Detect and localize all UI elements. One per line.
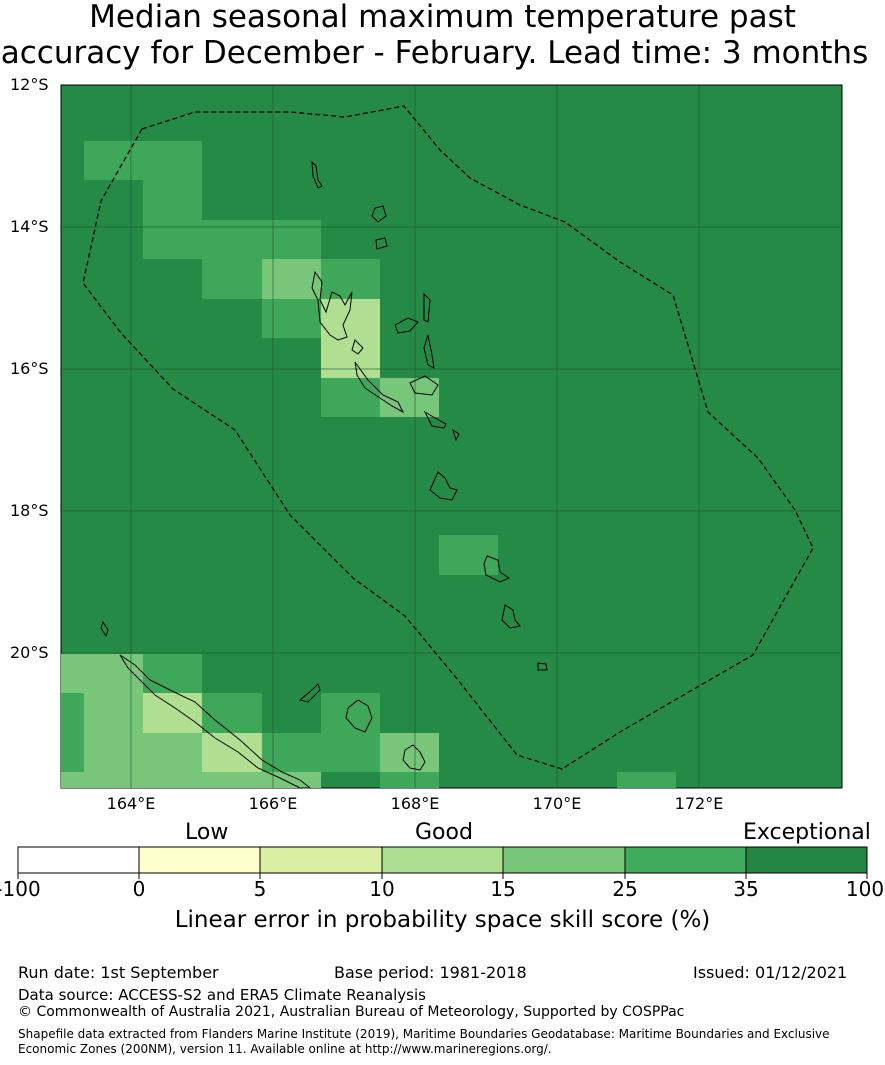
colorbar-segment bbox=[502, 846, 626, 874]
colorbar-segment bbox=[745, 846, 868, 874]
lon-label: 168°E bbox=[390, 794, 440, 813]
lat-label: 20°S bbox=[10, 643, 49, 662]
skill-cells-very-good bbox=[61, 259, 439, 788]
colorbar-category-good: Good bbox=[415, 820, 473, 845]
lon-label: 164°E bbox=[106, 794, 156, 813]
copyright: © Commonwealth of Australia 2021, Austra… bbox=[18, 1004, 685, 1020]
map-title-line-2: accuracy for December - February. Lead t… bbox=[0, 36, 869, 70]
colorbar-tick-label: 10 bbox=[369, 877, 395, 901]
colorbar-tick-label: 0 bbox=[132, 877, 146, 901]
run-date: Run date: 1st September bbox=[18, 963, 219, 982]
map-graphic bbox=[17, 84, 868, 879]
shapefile-credit-line-2: Economic Zones (200NM), version 11. Avai… bbox=[18, 1042, 552, 1056]
lat-label: 18°S bbox=[10, 501, 49, 520]
colorbar-tick-label: 25 bbox=[612, 877, 638, 901]
lat-label: 16°S bbox=[10, 359, 49, 378]
base-period: Base period: 1981-2018 bbox=[334, 963, 527, 982]
map-gridlines bbox=[61, 85, 842, 788]
colorbar bbox=[17, 846, 868, 874]
eez-boundary bbox=[82, 105, 814, 770]
colorbar-segment bbox=[17, 846, 140, 874]
islands bbox=[100, 160, 548, 789]
colorbar-tick-label: 5 bbox=[253, 877, 267, 901]
colorbar-category-low: Low bbox=[185, 820, 229, 845]
colorbar-title: Linear error in probability space skill … bbox=[174, 907, 711, 933]
skill-cells-good bbox=[61, 141, 676, 788]
colorbar-ticks bbox=[17, 873, 868, 879]
lat-label: 12°S bbox=[10, 75, 49, 94]
lon-label: 172°E bbox=[674, 794, 724, 813]
colorbar-segment bbox=[624, 846, 747, 874]
colorbar-tick-label: 15 bbox=[490, 877, 516, 901]
colorbar-segment bbox=[381, 846, 504, 874]
lat-label: 14°S bbox=[10, 217, 49, 236]
colorbar-segment bbox=[138, 846, 261, 874]
colorbar-tick-label: 35 bbox=[733, 877, 759, 901]
lon-label: 170°E bbox=[532, 794, 582, 813]
colorbar-segment bbox=[259, 846, 383, 874]
data-source: Data source: ACCESS-S2 and ERA5 Climate … bbox=[18, 986, 426, 1004]
issued-date: Issued: 01/12/2021 bbox=[693, 963, 848, 982]
colorbar-tick-label: 100 bbox=[845, 877, 885, 901]
colorbar-tick-label: -100 bbox=[0, 877, 41, 901]
lon-label: 166°E bbox=[248, 794, 298, 813]
shapefile-credit-line-1: Shapefile data extracted from Flanders M… bbox=[18, 1027, 830, 1041]
skill-cells-good-light bbox=[143, 299, 380, 772]
colorbar-category-exceptional: Exceptional bbox=[743, 820, 871, 845]
map-title-line-1: Median seasonal maximum temperature past bbox=[89, 0, 796, 34]
